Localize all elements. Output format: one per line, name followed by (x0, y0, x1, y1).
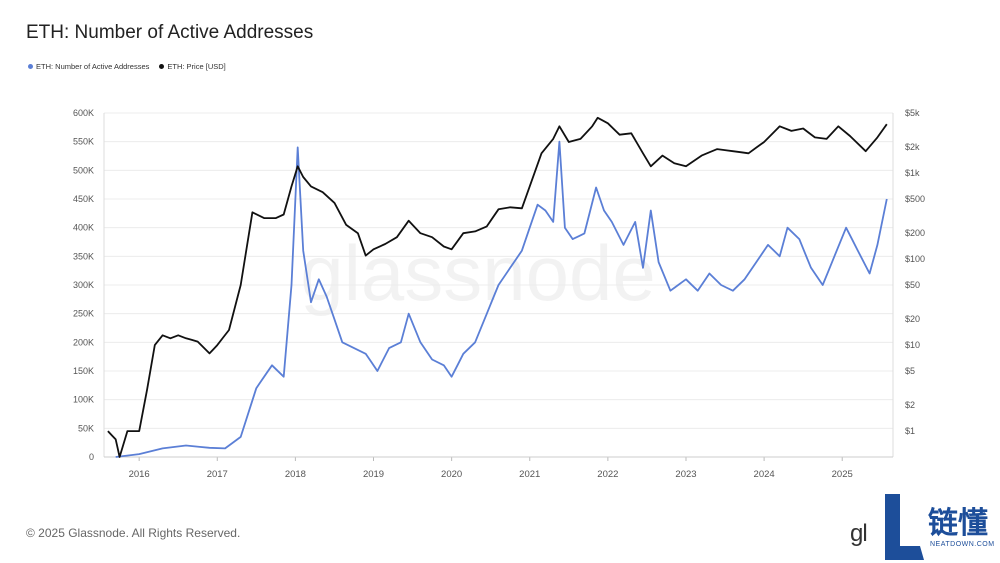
left-axis-tick-label: 100K (73, 395, 94, 405)
brand-domain: NEATDOWN.COM (930, 541, 995, 548)
right-axis-tick-label: $50 (905, 280, 920, 290)
right-axis-tick-label: $10 (905, 340, 920, 350)
right-axis-tick-label: $20 (905, 314, 920, 324)
left-axis-tick-label: 450K (73, 194, 94, 204)
chart-area: glassnode 0 50K 100K 150K 200K 250K 300K 350K 400… (73, 108, 925, 480)
right-axis-tick-label: $1k (905, 168, 920, 178)
x-axis-tick-label: 2023 (675, 469, 696, 480)
legend-item-active-addresses[interactable]: ETH: Number of Active Addresses (28, 62, 149, 71)
glassnode-logo: gl (850, 520, 868, 547)
x-axis-tick-label: 2020 (441, 469, 462, 480)
x-axis-tick-label: 2016 (129, 469, 150, 480)
x-axis-tick-label: 2024 (754, 469, 775, 480)
right-axis-tick-label: $2 (905, 400, 915, 410)
glassnode-watermark: glassnode (300, 229, 656, 317)
left-axis-tick-label: 300K (73, 280, 94, 290)
brand-chinese-name: 链懂 (928, 506, 988, 541)
x-axis-tick-label: 2017 (207, 469, 228, 480)
x-axis-tick-label: 2025 (832, 469, 853, 480)
legend-label-active-addresses: ETH: Number of Active Addresses (36, 62, 150, 71)
left-axis-tick-label: 400K (73, 223, 94, 233)
neatdown-logo-icon (885, 494, 924, 560)
x-axis-tick-label: 2019 (363, 469, 384, 480)
x-axis-tick-label: 2021 (519, 469, 540, 480)
copyright-footer: © 2025 Glassnode. All Rights Reserved. (26, 526, 241, 540)
left-axis-tick-label: 50K (78, 423, 94, 433)
right-axis-tick-label: $1 (905, 426, 915, 436)
right-axis-tick-label: $2k (905, 142, 920, 152)
right-axis-tick-label: $200 (905, 228, 925, 238)
right-axis-tick-label: $5 (905, 366, 915, 376)
left-axis-tick-label: 150K (73, 366, 94, 376)
x-axis-tick-label: 2022 (597, 469, 618, 480)
right-axis-tick-label: $5k (905, 108, 920, 118)
legend-label-price: ETH: Price [USD] (167, 62, 226, 71)
left-axis-tick-label: 500K (73, 165, 94, 175)
legend-item-price[interactable]: ETH: Price [USD] (159, 62, 226, 71)
left-axis-tick-label: 550K (73, 137, 94, 147)
left-axis-tick-label: 200K (73, 337, 94, 347)
series-line-price (107, 116, 888, 458)
legend-dot-active-addresses (28, 64, 33, 69)
series-line-active-addresses (115, 140, 888, 458)
left-axis-tick-label: 250K (73, 309, 94, 319)
right-axis-tick-label: $500 (905, 194, 925, 204)
right-axis-tick-label: $100 (905, 254, 925, 264)
page-title: ETH: Number of Active Addresses (26, 22, 314, 43)
left-axis-tick-label: 0 (89, 452, 94, 462)
x-axis-tick-label: 2018 (285, 469, 306, 480)
left-axis-tick-label: 350K (73, 251, 94, 261)
legend-dot-price (159, 64, 165, 69)
chart-legend: ETH: Number of Active Addresses ETH: Pri… (28, 62, 226, 71)
left-axis-tick-label: 600K (73, 108, 94, 118)
